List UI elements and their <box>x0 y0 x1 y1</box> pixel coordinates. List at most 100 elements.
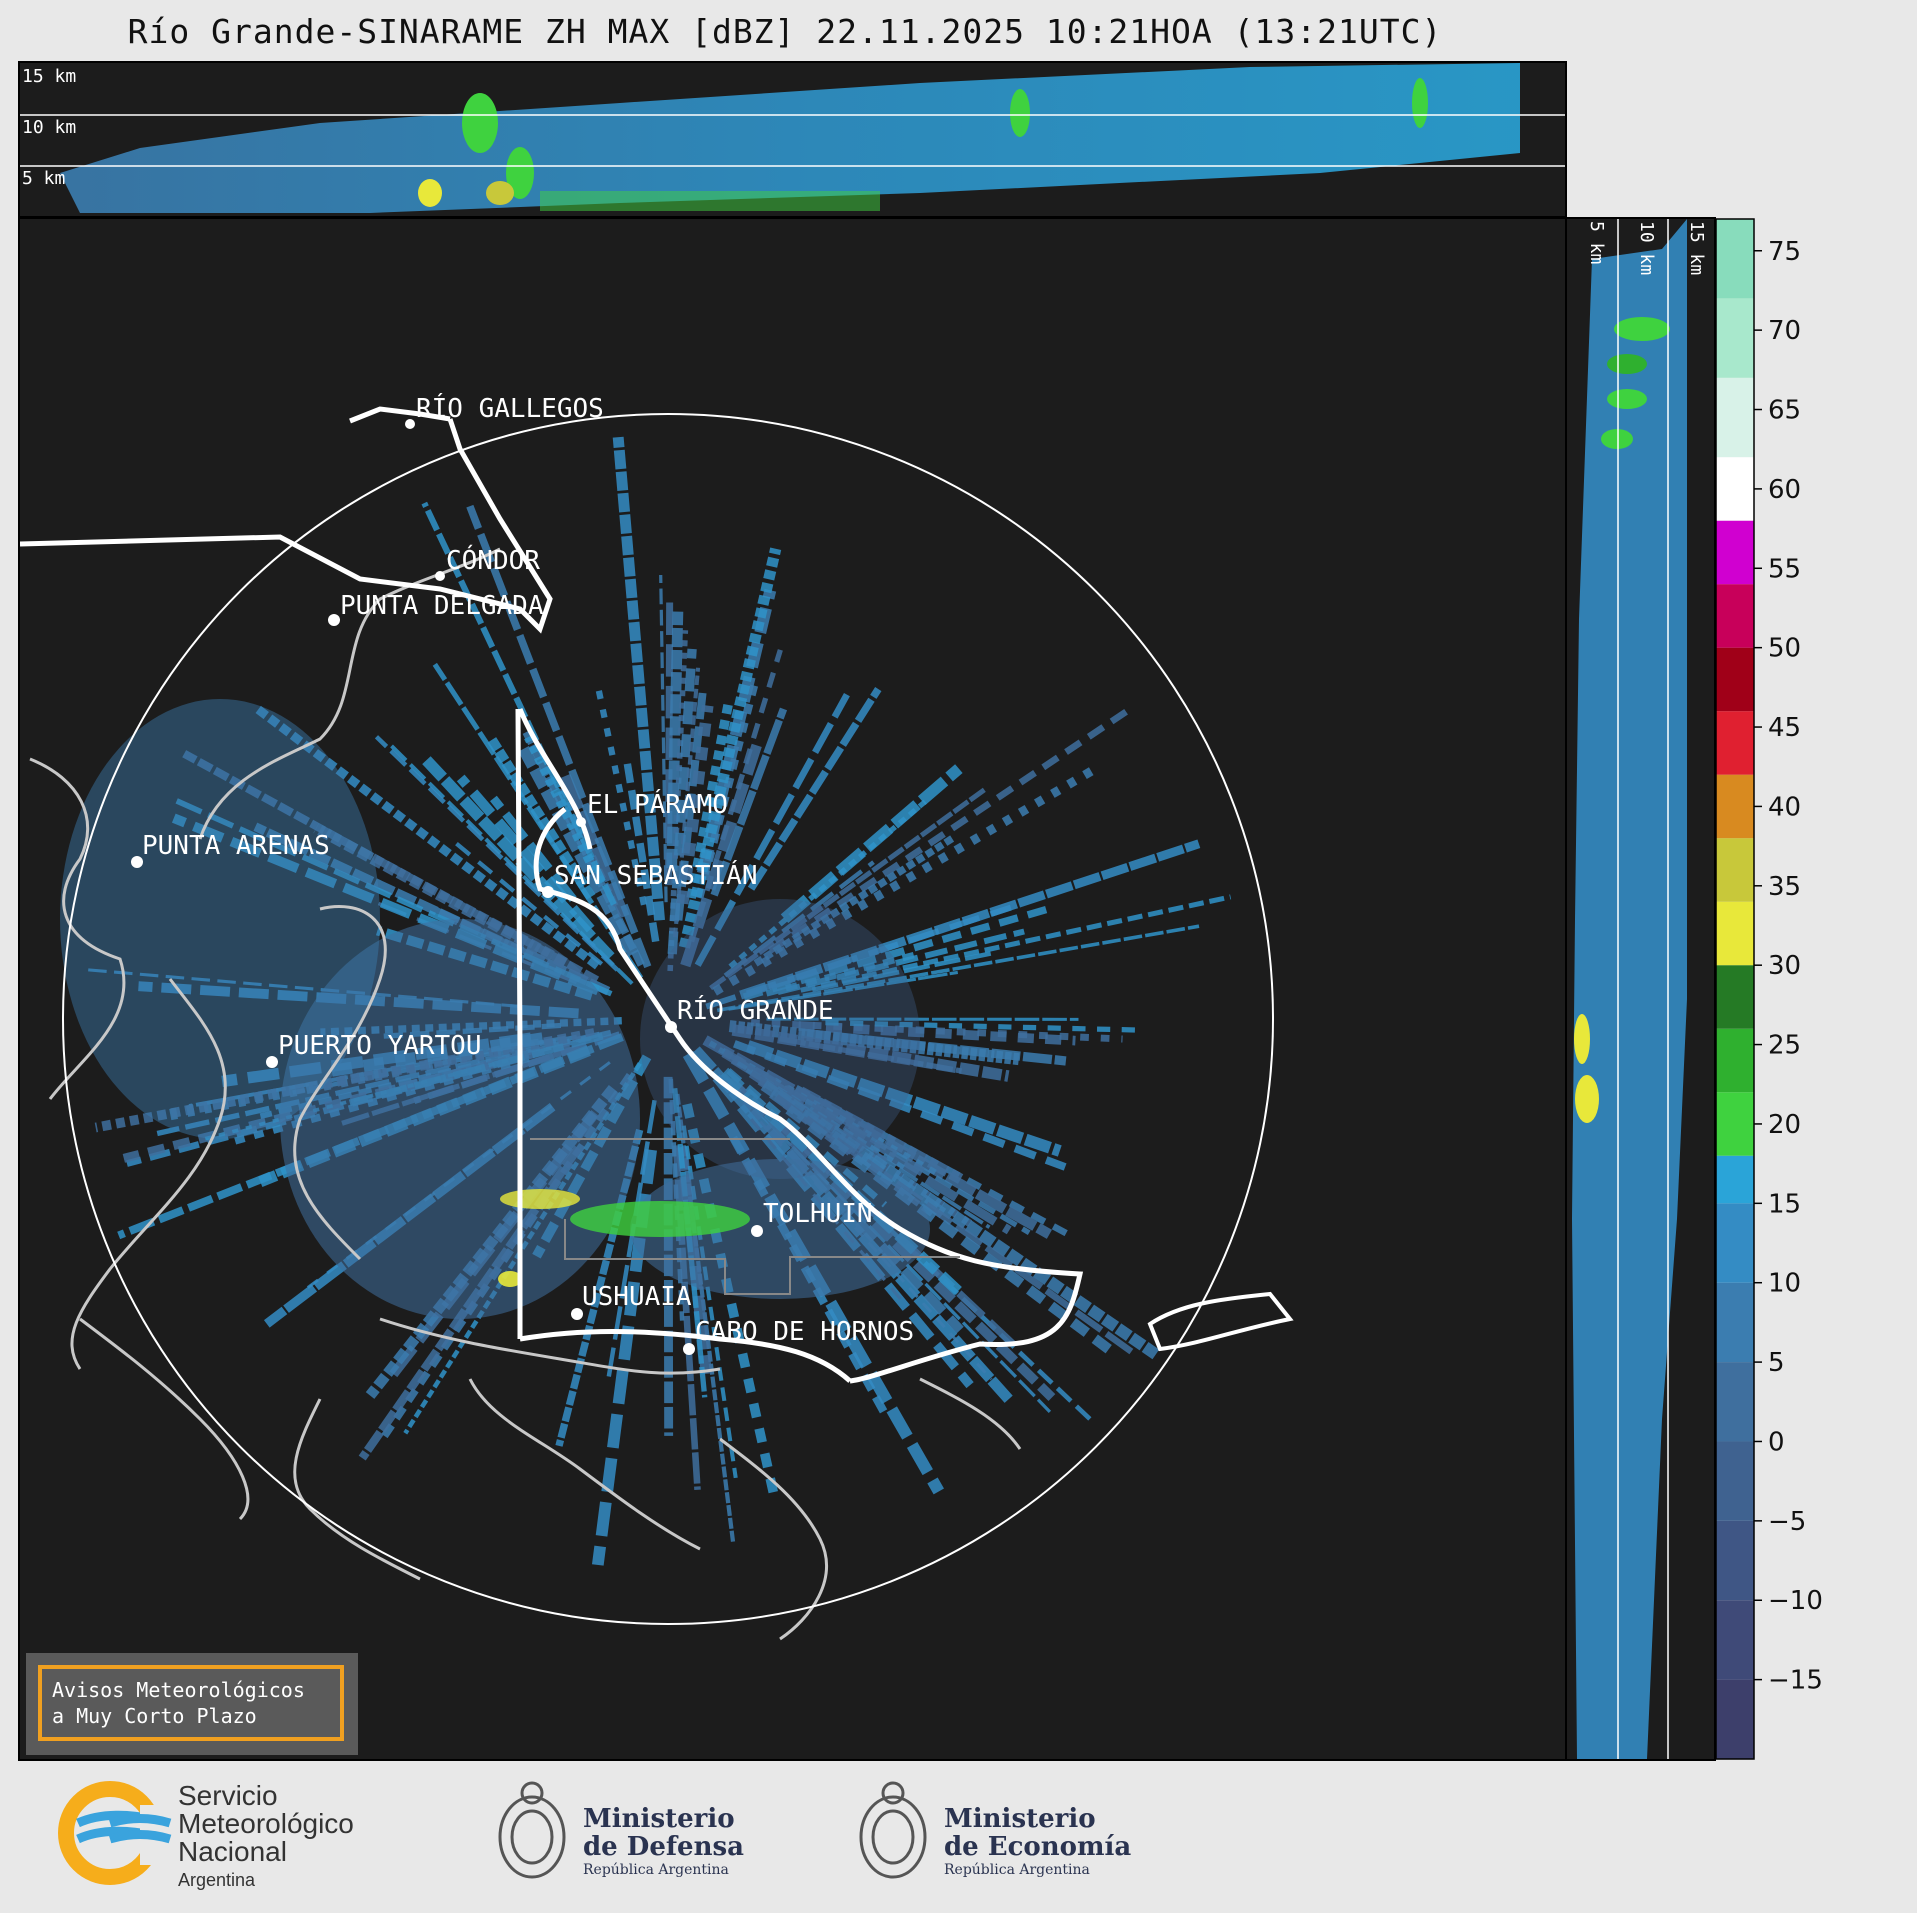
smn-line-1: Servicio <box>178 1782 354 1810</box>
height-label-5km: 5 km <box>22 168 65 189</box>
top-echo-area <box>60 63 1520 213</box>
city-marker <box>328 614 340 626</box>
city-marker <box>683 1343 695 1355</box>
colorbar-band <box>1716 1156 1754 1204</box>
city-marker <box>751 1225 763 1237</box>
right-echo-cell <box>1614 317 1670 341</box>
colorbar-tick-label: 0 <box>1768 1427 1785 1457</box>
colorbar-band <box>1716 1600 1754 1679</box>
chart-title: Río Grande-SINARAME ZH MAX [dBZ] 22.11.2… <box>0 12 1570 51</box>
economia-line-1: Ministerio <box>944 1805 1131 1833</box>
colorbar-band <box>1716 298 1754 377</box>
city-marker <box>266 1056 278 1068</box>
echo-band-green <box>570 1201 750 1237</box>
defensa-emblem-icon <box>500 1783 564 1877</box>
colorbar-tick-label: −15 <box>1768 1666 1823 1696</box>
city-marker <box>576 817 586 827</box>
colorbar-tick-label: 40 <box>1768 792 1801 822</box>
top-echo-cell <box>418 179 442 207</box>
place-condor[interactable]: CÓNDOR <box>435 544 540 581</box>
economia-logo-text: Ministerio de Economía República Argenti… <box>944 1805 1131 1879</box>
place-san-sebastian[interactable]: SAN SEBASTIÁN <box>542 859 758 898</box>
smn-line-3: Nacional <box>178 1838 354 1866</box>
economia-emblem-icon <box>861 1783 925 1877</box>
right-echo-cell <box>1607 354 1647 374</box>
colorbar-tick-label: 55 <box>1768 554 1801 584</box>
colorbar-band <box>1716 1092 1754 1156</box>
city-marker <box>435 571 445 581</box>
colorbar-band <box>1716 219 1754 298</box>
place-label: PUERTO YARTOU <box>278 1031 482 1061</box>
place-label: SAN SEBASTIÁN <box>554 859 758 891</box>
colorbar-band <box>1716 902 1754 966</box>
notice-line-2: a Muy Corto Plazo <box>52 1703 330 1729</box>
echo-region-far-west <box>60 699 380 1139</box>
top-echo-cell <box>1010 89 1030 137</box>
place-label: TOLHUIN <box>763 1199 873 1229</box>
place-label: RÍO GRANDE <box>677 994 834 1026</box>
top-cross-section-panel: 15 km 10 km 5 km <box>18 61 1567 218</box>
smn-logo-text: Servicio Meteorológico Nacional Argentin… <box>178 1782 354 1894</box>
radar-map-panel[interactable]: RÍO GALLEGOS CÓNDOR PUNTA DELGADA EL PÁR… <box>18 217 1567 1761</box>
colorbar-band <box>1716 648 1754 712</box>
colorbar-band <box>1716 1203 1754 1282</box>
right-echo-cell <box>1601 429 1633 449</box>
place-rio-gallegos[interactable]: RÍO GALLEGOS <box>405 392 604 429</box>
defensa-line-1: Ministerio <box>583 1805 744 1833</box>
notice-frame: Avisos Meteorológicos a Muy Corto Plazo <box>38 1665 344 1741</box>
colorbar-tick-label: 50 <box>1768 634 1801 664</box>
isla-de-los-estados <box>1150 1294 1290 1349</box>
height-label-10km: 10 km <box>1636 221 1657 275</box>
place-label: USHUAIA <box>582 1282 692 1312</box>
smn-logo-icon <box>66 1789 180 1877</box>
colorbar-band <box>1716 457 1754 521</box>
notice-box[interactable]: Avisos Meteorológicos a Muy Corto Plazo <box>26 1653 358 1755</box>
place-label: PUNTA ARENAS <box>142 831 330 861</box>
echo-band-yellow <box>500 1189 580 1209</box>
top-echo-band <box>540 191 880 211</box>
colorbar-band <box>1716 775 1754 839</box>
height-label-5km: 5 km <box>1586 221 1607 264</box>
colorbar-band <box>1716 711 1754 775</box>
colorbar-band <box>1716 584 1754 648</box>
colorbar-band <box>1716 838 1754 902</box>
colorbar-tick-label: 65 <box>1768 396 1801 426</box>
radar-map: RÍO GALLEGOS CÓNDOR PUNTA DELGADA EL PÁR… <box>20 219 1565 1759</box>
place-punta-delgada[interactable]: PUNTA DELGADA <box>328 591 544 626</box>
colorbar-tick-label: 15 <box>1768 1189 1801 1219</box>
colorbar-band <box>1716 1441 1754 1520</box>
colorbar-band <box>1716 378 1754 457</box>
right-cross-section-panel: 5 km 10 km 15 km <box>1565 217 1716 1761</box>
colorbar-tick-label: 30 <box>1768 951 1801 981</box>
economia-line-3: República Argentina <box>944 1861 1131 1879</box>
colorbar-band <box>1716 1680 1754 1759</box>
city-marker <box>405 419 415 429</box>
colorbar-tick-label: −10 <box>1768 1586 1823 1616</box>
place-label: CÓNDOR <box>446 544 540 576</box>
colorbar-tick-label: 35 <box>1768 872 1801 902</box>
top-echo-cell <box>1412 78 1428 128</box>
colorbar-tick-label: 10 <box>1768 1269 1801 1299</box>
colorbar-tick-label: 5 <box>1768 1348 1785 1378</box>
radar-site-marker <box>665 1021 677 1033</box>
right-echo-area <box>1572 219 1687 1759</box>
place-label: EL PÁRAMO <box>587 788 728 820</box>
colorbar-band <box>1716 1521 1754 1600</box>
top-echo-cell <box>462 93 498 153</box>
place-label: PUNTA DELGADA <box>340 591 544 621</box>
colorbar-tick-label: 20 <box>1768 1110 1801 1140</box>
colorbar-band <box>1716 521 1754 585</box>
height-label-15km: 15 km <box>1686 221 1707 275</box>
colorbar-tick-label: 70 <box>1768 316 1801 346</box>
notice-line-1: Avisos Meteorológicos <box>52 1677 330 1703</box>
place-label: RÍO GALLEGOS <box>416 392 604 424</box>
defensa-line-3: República Argentina <box>583 1861 744 1879</box>
top-cross-section-plot: 15 km 10 km 5 km <box>20 63 1565 216</box>
colorbar-band <box>1716 1362 1754 1441</box>
colorbar-band <box>1716 1029 1754 1093</box>
colorbar-tick-label: −5 <box>1768 1507 1806 1537</box>
defensa-line-2: de Defensa <box>583 1833 744 1861</box>
height-label-15km: 15 km <box>22 66 76 87</box>
